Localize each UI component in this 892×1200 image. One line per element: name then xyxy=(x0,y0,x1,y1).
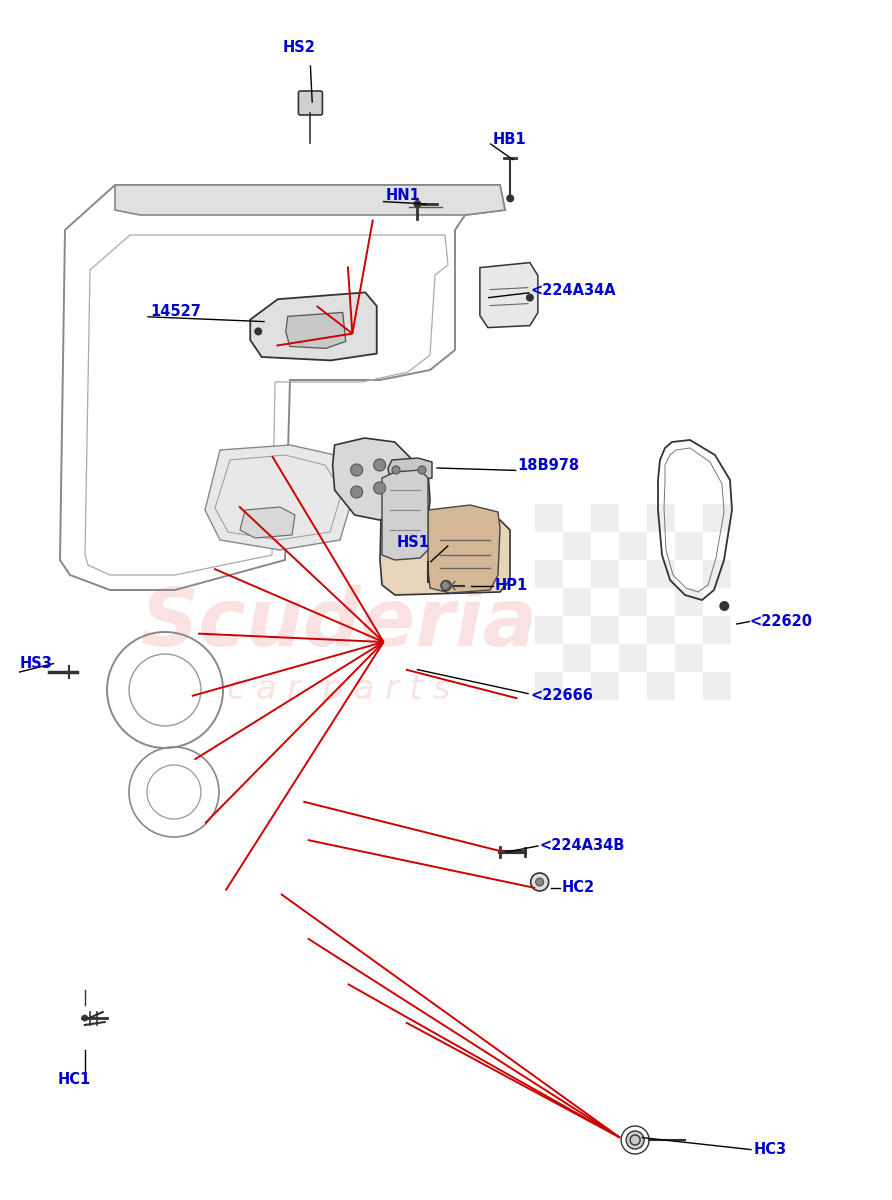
Bar xyxy=(619,532,648,560)
Circle shape xyxy=(392,466,400,474)
Text: Scuderia: Scuderia xyxy=(140,584,538,662)
Bar xyxy=(703,588,731,616)
Circle shape xyxy=(526,294,534,301)
Bar xyxy=(591,644,619,672)
Bar xyxy=(648,672,675,700)
Bar xyxy=(703,532,731,560)
Bar xyxy=(591,504,619,532)
Bar xyxy=(563,560,591,588)
Circle shape xyxy=(254,328,262,336)
Bar xyxy=(648,504,675,532)
Bar xyxy=(591,560,619,588)
Bar xyxy=(591,616,619,644)
Bar xyxy=(648,644,675,672)
Polygon shape xyxy=(480,263,538,328)
Text: c a r  p a r t s: c a r p a r t s xyxy=(227,673,450,707)
Bar xyxy=(535,588,563,616)
Text: HN1: HN1 xyxy=(385,188,420,203)
Bar xyxy=(563,588,591,616)
Polygon shape xyxy=(240,506,295,538)
Bar xyxy=(675,644,703,672)
Bar xyxy=(563,644,591,672)
Bar xyxy=(591,672,619,700)
Bar xyxy=(619,672,648,700)
Polygon shape xyxy=(205,445,355,550)
Bar xyxy=(535,644,563,672)
Bar xyxy=(648,616,675,644)
Bar xyxy=(619,644,648,672)
Bar xyxy=(563,672,591,700)
Text: <224A34B: <224A34B xyxy=(540,839,625,853)
Circle shape xyxy=(351,464,363,476)
Bar xyxy=(591,588,619,616)
Bar xyxy=(619,560,648,588)
Bar xyxy=(535,560,563,588)
Text: HB1: HB1 xyxy=(492,132,526,146)
Bar xyxy=(703,616,731,644)
Polygon shape xyxy=(388,458,432,480)
Text: 14527: 14527 xyxy=(150,305,201,319)
Bar xyxy=(619,588,648,616)
Bar xyxy=(675,588,703,616)
Circle shape xyxy=(374,482,385,494)
Bar xyxy=(648,588,675,616)
Bar xyxy=(703,504,731,532)
Circle shape xyxy=(374,458,385,470)
Text: HC3: HC3 xyxy=(754,1142,787,1157)
Polygon shape xyxy=(380,468,510,595)
Bar xyxy=(703,672,731,700)
Polygon shape xyxy=(285,312,346,348)
Text: HS1: HS1 xyxy=(397,535,430,550)
Bar xyxy=(675,616,703,644)
Polygon shape xyxy=(333,438,417,520)
Bar xyxy=(535,504,563,532)
Text: HC2: HC2 xyxy=(562,881,595,895)
Bar xyxy=(619,504,648,532)
Circle shape xyxy=(351,486,363,498)
Bar xyxy=(648,560,675,588)
Bar xyxy=(675,560,703,588)
Bar xyxy=(591,532,619,560)
Polygon shape xyxy=(382,470,428,560)
Circle shape xyxy=(418,466,426,474)
Bar xyxy=(675,532,703,560)
Circle shape xyxy=(536,878,543,886)
Circle shape xyxy=(82,1015,87,1021)
Text: HC1: HC1 xyxy=(58,1073,91,1087)
Bar xyxy=(535,532,563,560)
Circle shape xyxy=(626,1130,644,1150)
Text: <22620: <22620 xyxy=(749,614,813,629)
FancyBboxPatch shape xyxy=(299,91,322,115)
Bar xyxy=(563,504,591,532)
Text: HS3: HS3 xyxy=(20,656,53,671)
Circle shape xyxy=(441,581,451,590)
Bar xyxy=(648,532,675,560)
Bar xyxy=(563,532,591,560)
Text: 18B978: 18B978 xyxy=(517,458,580,473)
Text: HS2: HS2 xyxy=(283,41,316,55)
Text: <22666: <22666 xyxy=(531,689,593,703)
Bar xyxy=(703,560,731,588)
Bar xyxy=(535,616,563,644)
Circle shape xyxy=(719,601,730,611)
Bar xyxy=(675,672,703,700)
Circle shape xyxy=(531,874,549,890)
Bar xyxy=(675,504,703,532)
Bar xyxy=(703,644,731,672)
Text: <224A34A: <224A34A xyxy=(531,283,616,298)
Polygon shape xyxy=(251,293,376,360)
Bar xyxy=(563,616,591,644)
Polygon shape xyxy=(115,185,505,215)
Circle shape xyxy=(507,194,514,203)
Circle shape xyxy=(414,200,421,208)
Text: HP1: HP1 xyxy=(495,578,528,593)
Bar xyxy=(535,672,563,700)
Polygon shape xyxy=(428,505,500,593)
Bar xyxy=(619,616,648,644)
